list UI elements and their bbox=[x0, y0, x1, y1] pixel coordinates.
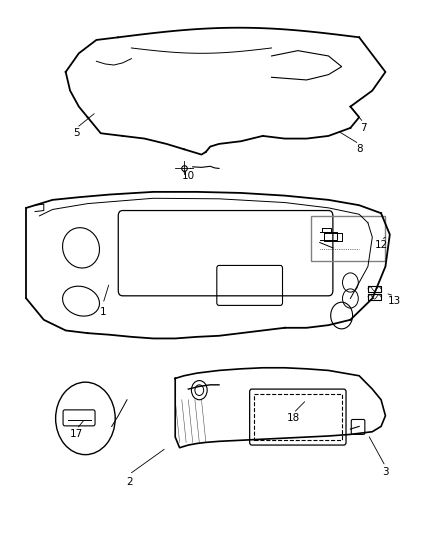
Bar bbox=[311, 216, 385, 261]
Text: 1: 1 bbox=[99, 307, 106, 317]
Text: 18: 18 bbox=[287, 414, 300, 423]
Text: 8: 8 bbox=[356, 144, 363, 154]
Text: 12: 12 bbox=[374, 240, 388, 250]
Text: 5: 5 bbox=[73, 128, 80, 138]
Text: 17: 17 bbox=[70, 430, 83, 439]
Text: 13: 13 bbox=[388, 296, 401, 306]
Text: 7: 7 bbox=[360, 123, 367, 133]
Text: 3: 3 bbox=[382, 467, 389, 477]
Text: 10: 10 bbox=[182, 171, 195, 181]
Bar bbox=[254, 394, 342, 440]
Text: 2: 2 bbox=[126, 478, 133, 487]
